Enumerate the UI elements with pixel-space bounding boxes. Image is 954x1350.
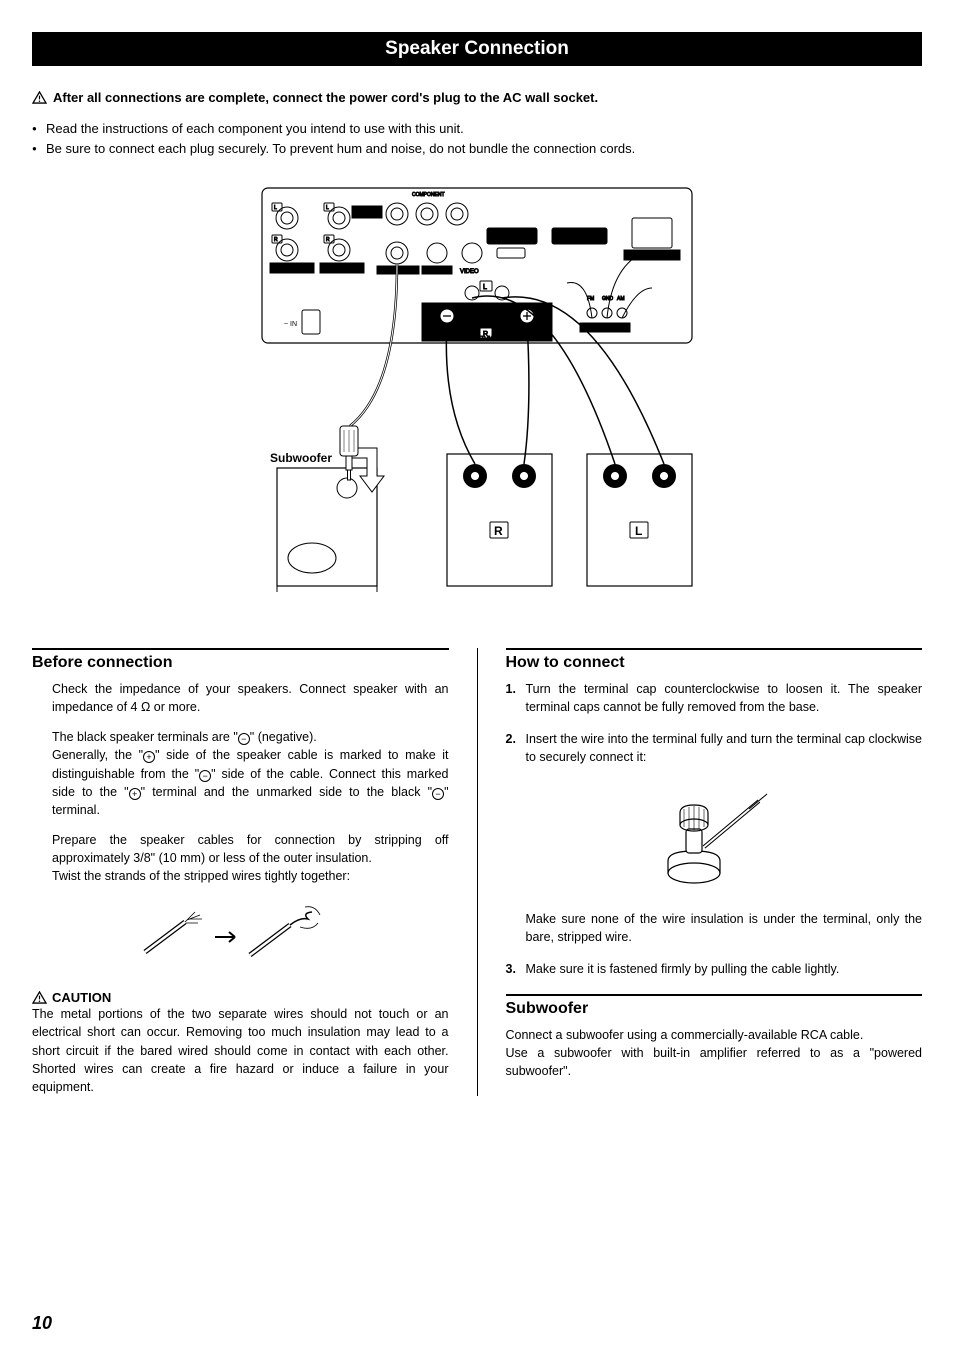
- right-column: How to connect 1.Turn the terminal cap c…: [506, 648, 923, 1096]
- step-3: 3.Make sure it is fastened firmly by pul…: [506, 960, 923, 978]
- plus-icon: +: [129, 788, 141, 800]
- bullet-1: Read the instructions of each component …: [32, 119, 922, 139]
- left-column: Before connection Check the impedance of…: [32, 648, 449, 1096]
- step-1: 1.Turn the terminal cap counterclockwise…: [506, 680, 923, 716]
- svg-text:R: R: [326, 237, 330, 243]
- top-warning-line: After all connections are complete, conn…: [32, 90, 922, 105]
- svg-text:COMPONENT: COMPONENT: [412, 192, 445, 198]
- svg-text:HDMI OUT: HDMI OUT: [557, 235, 587, 241]
- caution-body: The metal portions of the two separate w…: [32, 1005, 449, 1096]
- svg-text:GND: GND: [602, 296, 614, 302]
- svg-text:VIDEO: VIDEO: [460, 269, 479, 275]
- svg-text:L: L: [274, 205, 277, 211]
- diagram-subwoofer-label: Subwoofer: [270, 451, 332, 465]
- svg-text:VIDEO: VIDEO: [355, 211, 374, 217]
- how-to-connect-heading: How to connect: [506, 654, 923, 672]
- how-to-steps: 1.Turn the terminal cap counterclockwise…: [506, 680, 923, 767]
- page-title-bar: Speaker Connection: [32, 32, 922, 66]
- connection-diagram: L R L R VIDEO COMPONENT iPod HDMI OUT OP…: [32, 178, 922, 618]
- svg-text:AUX 1 IN: AUX 1 IN: [272, 267, 297, 273]
- before-p1: Check the impedance of your speakers. Co…: [52, 680, 449, 716]
- warning-triangle-icon: [32, 91, 47, 104]
- svg-text:DIGITAL: DIGITAL: [424, 269, 443, 275]
- svg-text:L: L: [326, 205, 329, 211]
- terminal-illustration: [506, 781, 923, 896]
- before-connection-heading: Before connection: [32, 654, 449, 672]
- svg-text:SPEAKER (MIN4Ω): SPEAKER (MIN4Ω): [462, 336, 506, 342]
- before-p4: Prepare the speaker cables for connectio…: [52, 831, 449, 885]
- before-connection-body: Check the impedance of your speakers. Co…: [32, 680, 449, 885]
- page-title-text: Speaker Connection: [385, 38, 569, 59]
- plus-icon: +: [143, 751, 155, 763]
- step-2: 2.Insert the wire into the terminal full…: [506, 730, 923, 766]
- bullet-2: Be sure to connect each plug securely. T…: [32, 139, 922, 159]
- content-columns: Before connection Check the impedance of…: [32, 648, 922, 1096]
- svg-text:~ IN: ~ IN: [284, 321, 297, 328]
- svg-text:R: R: [494, 524, 503, 538]
- svg-text:AM: AM: [617, 296, 625, 302]
- svg-text:R: R: [274, 237, 278, 243]
- wire-twist-illustration: [32, 897, 449, 972]
- subwoofer-heading: Subwoofer: [506, 1000, 923, 1018]
- svg-text:ANTENNA: ANTENNA: [587, 326, 612, 332]
- minus-icon: −: [199, 770, 211, 782]
- svg-text:L: L: [483, 284, 487, 291]
- how-to-steps-3: 3.Make sure it is fastened firmly by pul…: [506, 960, 923, 978]
- svg-text:LINE OUT: LINE OUT: [322, 267, 350, 273]
- top-warning-text: After all connections are complete, conn…: [53, 90, 598, 105]
- minus-icon: −: [432, 788, 444, 800]
- before-p2: The black speaker terminals are "−" (neg…: [52, 728, 449, 819]
- caution-triangle-icon: [32, 991, 47, 1004]
- subwoofer-body: Connect a subwoofer using a commercially…: [506, 1026, 923, 1080]
- page-number: 10: [32, 1313, 52, 1334]
- caution-heading: CAUTION: [32, 990, 449, 1005]
- svg-text:L: L: [635, 524, 642, 538]
- caution-label: CAUTION: [52, 990, 111, 1005]
- minus-icon: −: [238, 733, 250, 745]
- svg-text:iPod: iPod: [502, 235, 514, 241]
- svg-text:SUBWOOFER: SUBWOOFER: [378, 269, 411, 275]
- column-divider: [477, 648, 478, 1096]
- intro-bullets: Read the instructions of each component …: [32, 119, 922, 158]
- step-2-sub: Make sure none of the wire insulation is…: [506, 910, 923, 946]
